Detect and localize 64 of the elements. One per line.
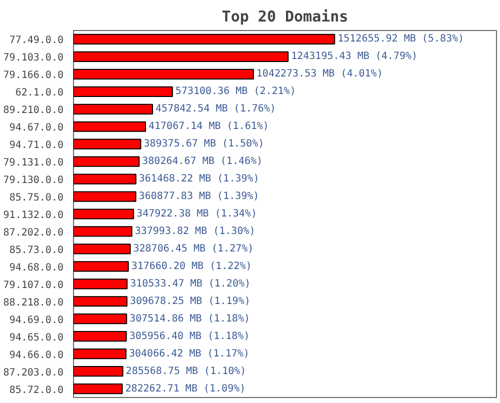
bar [74, 138, 142, 150]
data-label: 361468.22 MB (1.39%) [138, 174, 260, 185]
bar [74, 331, 127, 342]
bar [74, 51, 289, 62]
bar [74, 68, 254, 80]
bar [74, 348, 126, 360]
data-label: 304066.42 MB (1.17%) [128, 348, 250, 360]
data-label: 573100.36 MB (2.21%) [175, 86, 296, 98]
chart-title: Top 20 Domains [222, 8, 348, 26]
bar [74, 383, 123, 394]
bar [74, 366, 124, 377]
data-label: 1042273.53 MB (4.01%) [256, 68, 383, 80]
bar [74, 121, 146, 132]
bar [74, 278, 128, 290]
data-label: 1243195.43 MB (4.79%) [291, 51, 418, 62]
data-label: 309678.25 MB (1.19%) [130, 296, 250, 307]
y-tick-label: 94.69.0.0 [9, 314, 64, 326]
bar [74, 191, 136, 202]
data-label: 285568.75 MB (1.10%) [126, 366, 246, 377]
y-tick-label: 94.67.0.0 [9, 122, 64, 134]
bar [74, 174, 136, 184]
bar [74, 314, 128, 324]
bar [74, 104, 154, 114]
data-label: 380264.67 MB (1.46%) [142, 156, 263, 168]
y-tick-label: 79.131.0.0 [3, 158, 64, 169]
y-tick-label: 89.210.0.0 [3, 105, 64, 116]
y-tick-label: 94.68.0.0 [9, 262, 64, 274]
bar [74, 244, 131, 254]
y-tick-label: 94.65.0.0 [9, 332, 64, 344]
y-tick-label: 94.66.0.0 [9, 350, 64, 361]
bar [74, 86, 173, 97]
y-tick-label: 79.130.0.0 [3, 175, 64, 186]
data-label: 389375.67 MB (1.50%) [144, 138, 264, 150]
y-tick-label: 79.166.0.0 [3, 70, 64, 82]
bar [74, 296, 128, 307]
data-label: 457842.54 MB (1.76%) [156, 104, 276, 115]
bar [74, 261, 129, 272]
bar [74, 208, 134, 220]
y-tick-label: 87.202.0.0 [3, 227, 64, 238]
data-label: 337993.82 MB (1.30%) [134, 226, 256, 237]
data-label: 360877.83 MB (1.39%) [138, 191, 260, 202]
y-tick-label: 85.73.0.0 [9, 244, 64, 256]
y-tick-label: 85.75.0.0 [9, 192, 64, 204]
data-label: 417067.14 MB (1.61%) [148, 121, 269, 132]
y-tick-label: 88.218.0.0 [3, 297, 64, 308]
y-tick-label: 87.203.0.0 [3, 367, 64, 378]
y-tick-label: 79.107.0.0 [3, 280, 64, 291]
data-label: 307514.86 MB (1.18%) [130, 313, 250, 324]
data-label: 317660.20 MB (1.22%) [131, 260, 252, 272]
y-tick-label: 79.103.0.0 [3, 52, 64, 64]
y-tick-label: 62.1.0.0 [15, 88, 64, 99]
bar [74, 156, 140, 167]
data-label: 282262.71 MB (1.09%) [125, 383, 246, 394]
bar [74, 226, 132, 237]
data-label: 347922.38 MB (1.34%) [136, 208, 257, 220]
y-tick-label: 91.132.0.0 [3, 210, 64, 221]
data-label: 1512655.92 MB (5.83%) [338, 34, 464, 45]
y-tick-label: 94.71.0.0 [9, 140, 64, 152]
data-label: 310533.47 MB (1.20%) [130, 278, 251, 290]
bar [74, 34, 336, 45]
y-tick-label: 77.49.0.0 [9, 35, 64, 46]
data-label: 305956.40 MB (1.18%) [129, 330, 250, 342]
y-tick-label: 85.72.0.0 [9, 384, 64, 396]
data-label: 328706.45 MB (1.27%) [133, 243, 254, 254]
